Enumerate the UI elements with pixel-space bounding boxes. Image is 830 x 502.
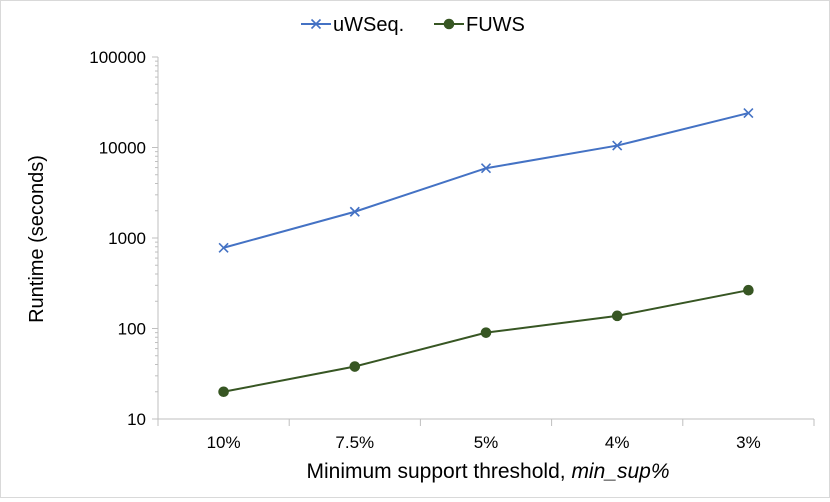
- y-tick-label: 100: [118, 320, 146, 339]
- series-1: [218, 284, 754, 398]
- y-axis-label: Runtime (seconds): [26, 155, 48, 323]
- x-axis-label-italic: min_sup%: [571, 460, 669, 483]
- series-line: [223, 289, 749, 393]
- data-point: [218, 242, 229, 253]
- legend-item: FUWS: [434, 14, 525, 36]
- y-axis: 10 100 1000 10000 100000: [89, 48, 159, 429]
- data-point: [743, 108, 754, 119]
- legend-item: uWSeq.: [301, 14, 404, 36]
- legend-label: FUWS: [466, 14, 525, 36]
- data-point: [349, 206, 360, 217]
- x-axis: 10% 7.5% 5% 4% 3%: [157, 418, 815, 452]
- series-line: [223, 112, 749, 249]
- x-axis-label: Minimum support threshold, min_sup%: [306, 460, 669, 483]
- legend-marker: [443, 18, 455, 30]
- data-point: [611, 310, 623, 322]
- y-tick-label: 10000: [99, 139, 146, 158]
- legend: uWSeq. FUWS: [301, 14, 525, 36]
- y-tick-label: 10: [127, 410, 146, 429]
- data-point: [218, 386, 229, 398]
- legend-label: uWSeq.: [333, 14, 404, 36]
- series-0: [218, 108, 754, 253]
- x-tick-label: 3%: [736, 433, 761, 452]
- x-axis-label-text: Minimum support threshold,: [306, 460, 571, 483]
- x-tick-label: 4%: [605, 433, 630, 452]
- data-point: [349, 361, 361, 372]
- legend-marker: [310, 18, 322, 30]
- data-point: [480, 163, 492, 174]
- x-tick-label: 7.5%: [335, 433, 374, 452]
- plot-area: [218, 108, 754, 398]
- y-tick-label: 1000: [108, 229, 146, 248]
- y-tick-label: 100000: [89, 48, 146, 67]
- data-point: [612, 140, 623, 151]
- x-tick-label: 5%: [474, 433, 499, 452]
- data-point: [480, 327, 492, 338]
- x-tick-label: 10%: [207, 433, 241, 452]
- data-point: [743, 284, 754, 296]
